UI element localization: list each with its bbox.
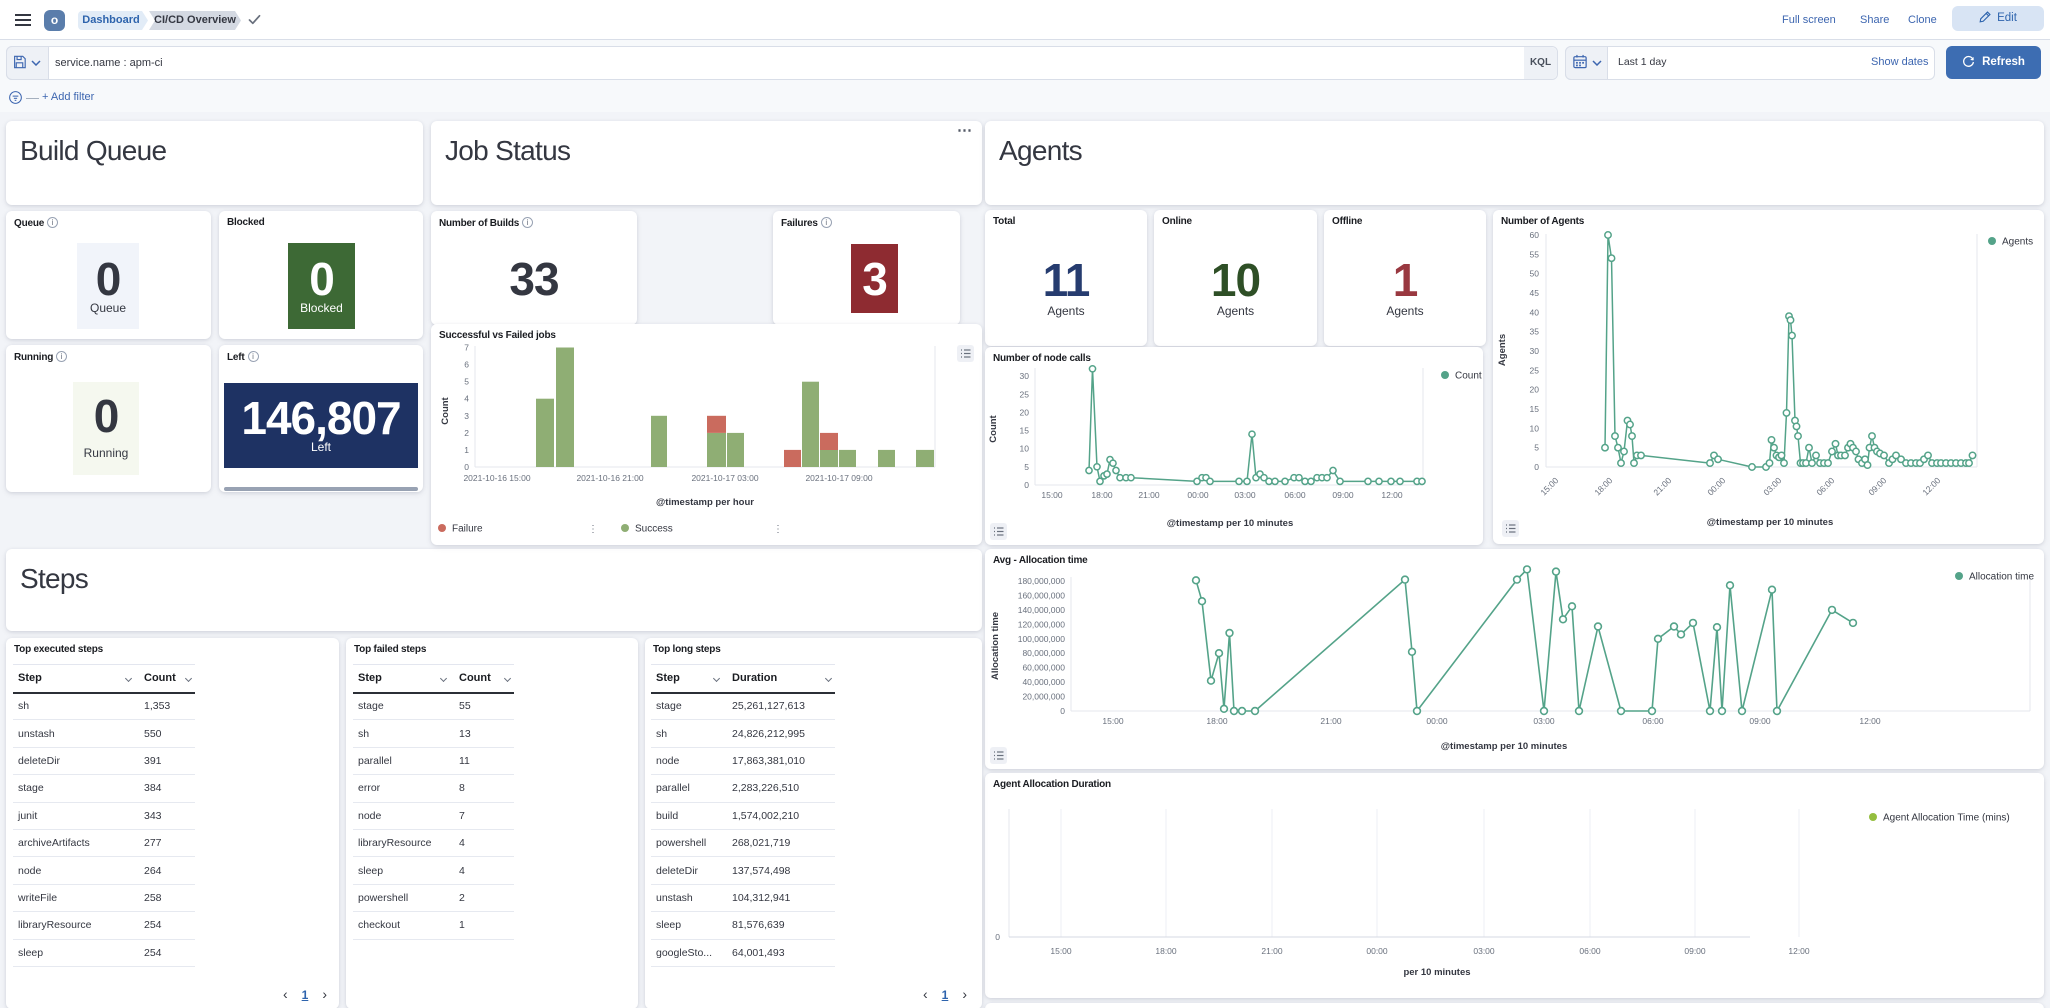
svg-text:2021-10-17 09:00: 2021-10-17 09:00 (805, 473, 872, 483)
svg-text:Agent Allocation Time (mins): Agent Allocation Time (mins) (1883, 813, 2010, 824)
svg-text:15:00: 15:00 (1041, 490, 1063, 500)
svg-text:Count: Count (440, 396, 451, 424)
svg-text:21:00: 21:00 (1138, 490, 1160, 500)
svg-text:20,000,000: 20,000,000 (1022, 692, 1065, 702)
svg-text:60: 60 (1530, 230, 1540, 240)
svg-text:5: 5 (1534, 443, 1539, 453)
svg-text:18:00: 18:00 (1091, 490, 1113, 500)
svg-text:2021-10-16 15:00: 2021-10-16 15:00 (463, 473, 530, 483)
svg-text:18:00: 18:00 (1592, 475, 1614, 497)
svg-text:0: 0 (1534, 462, 1539, 472)
svg-text:Count: Count (988, 414, 999, 442)
svg-text:Allocation time: Allocation time (1969, 572, 2034, 583)
svg-text:18:00: 18:00 (1206, 716, 1228, 726)
svg-text:per 10 minutes: per 10 minutes (1403, 967, 1470, 978)
svg-text:@timestamp per 10 minutes: @timestamp per 10 minutes (1707, 517, 1833, 528)
svg-text:Agents: Agents (2002, 237, 2033, 248)
svg-text:6: 6 (464, 360, 469, 370)
svg-text:06:00: 06:00 (1284, 490, 1306, 500)
svg-text:40,000,000: 40,000,000 (1022, 677, 1065, 687)
svg-text:06:00: 06:00 (1642, 716, 1664, 726)
svg-text:15:00: 15:00 (1050, 946, 1072, 956)
svg-text:7: 7 (464, 343, 469, 353)
svg-text:Allocation time: Allocation time (990, 612, 1001, 680)
svg-text:10: 10 (1020, 444, 1030, 454)
svg-text:12:00: 12:00 (1920, 475, 1942, 497)
svg-text:18:00: 18:00 (1155, 946, 1177, 956)
svg-text:12:00: 12:00 (1788, 946, 1810, 956)
svg-text:1: 1 (464, 445, 469, 455)
svg-text:2: 2 (464, 428, 469, 438)
svg-text:50: 50 (1530, 269, 1540, 279)
svg-text:15:00: 15:00 (1102, 716, 1124, 726)
svg-text:30: 30 (1530, 346, 1540, 356)
svg-text:60,000,000: 60,000,000 (1022, 663, 1065, 673)
svg-text:80,000,000: 80,000,000 (1022, 648, 1065, 658)
svg-text:30: 30 (1020, 371, 1030, 381)
svg-text:21:00: 21:00 (1261, 946, 1283, 956)
svg-text:00:00: 00:00 (1366, 946, 1388, 956)
svg-text:0: 0 (1024, 480, 1029, 490)
svg-text:12:00: 12:00 (1381, 490, 1403, 500)
svg-text:25: 25 (1020, 389, 1030, 399)
svg-text:15: 15 (1020, 426, 1030, 436)
svg-text:⋮: ⋮ (773, 524, 783, 535)
svg-text:5: 5 (464, 377, 469, 387)
svg-text:40: 40 (1530, 307, 1540, 317)
svg-text:35: 35 (1530, 327, 1540, 337)
svg-text:160,000,000: 160,000,000 (1018, 590, 1066, 600)
svg-text:00:00: 00:00 (1187, 490, 1209, 500)
svg-text:06:00: 06:00 (1579, 946, 1601, 956)
svg-text:4: 4 (464, 394, 469, 404)
svg-text:100,000,000: 100,000,000 (1018, 634, 1066, 644)
svg-text:20: 20 (1530, 385, 1540, 395)
svg-text:3: 3 (464, 411, 469, 421)
svg-text:Success: Success (635, 524, 673, 535)
svg-text:Failure: Failure (452, 524, 483, 535)
svg-text:09:00: 09:00 (1866, 475, 1888, 497)
svg-text:@timestamp per 10 minutes: @timestamp per 10 minutes (1441, 741, 1567, 752)
svg-text:2021-10-17 03:00: 2021-10-17 03:00 (691, 473, 758, 483)
svg-text:00:00: 00:00 (1705, 475, 1727, 497)
svg-text:09:00: 09:00 (1684, 946, 1706, 956)
svg-text:09:00: 09:00 (1332, 490, 1354, 500)
svg-text:@timestamp per 10 minutes: @timestamp per 10 minutes (1167, 518, 1293, 529)
svg-text:21:00: 21:00 (1320, 716, 1342, 726)
svg-text:25: 25 (1530, 365, 1540, 375)
svg-text:5: 5 (1024, 462, 1029, 472)
svg-text:@timestamp per hour: @timestamp per hour (656, 497, 754, 508)
svg-text:12:00: 12:00 (1859, 716, 1881, 726)
svg-text:00:00: 00:00 (1426, 716, 1448, 726)
svg-text:21:00: 21:00 (1651, 475, 1673, 497)
svg-text:0: 0 (1060, 706, 1065, 716)
svg-text:20: 20 (1020, 407, 1030, 417)
svg-text:15: 15 (1530, 404, 1540, 414)
svg-text:03:00: 03:00 (1473, 946, 1495, 956)
svg-text:06:00: 06:00 (1814, 475, 1836, 497)
svg-text:120,000,000: 120,000,000 (1018, 619, 1066, 629)
svg-text:Count: Count (1455, 371, 1482, 382)
svg-text:10: 10 (1530, 423, 1540, 433)
svg-text:140,000,000: 140,000,000 (1018, 605, 1066, 615)
svg-text:55: 55 (1530, 249, 1540, 259)
svg-text:Agents: Agents (1497, 334, 1508, 366)
svg-text:2021-10-16 21:00: 2021-10-16 21:00 (576, 473, 643, 483)
svg-text:⋮: ⋮ (588, 524, 598, 535)
svg-text:0: 0 (464, 462, 469, 472)
svg-text:03:00: 03:00 (1533, 716, 1555, 726)
svg-text:15:00: 15:00 (1538, 475, 1560, 497)
svg-text:0: 0 (995, 932, 1000, 942)
svg-text:180,000,000: 180,000,000 (1018, 576, 1066, 586)
svg-text:03:00: 03:00 (1761, 475, 1783, 497)
svg-text:03:00: 03:00 (1234, 490, 1256, 500)
svg-text:45: 45 (1530, 288, 1540, 298)
svg-text:09:00: 09:00 (1749, 716, 1771, 726)
